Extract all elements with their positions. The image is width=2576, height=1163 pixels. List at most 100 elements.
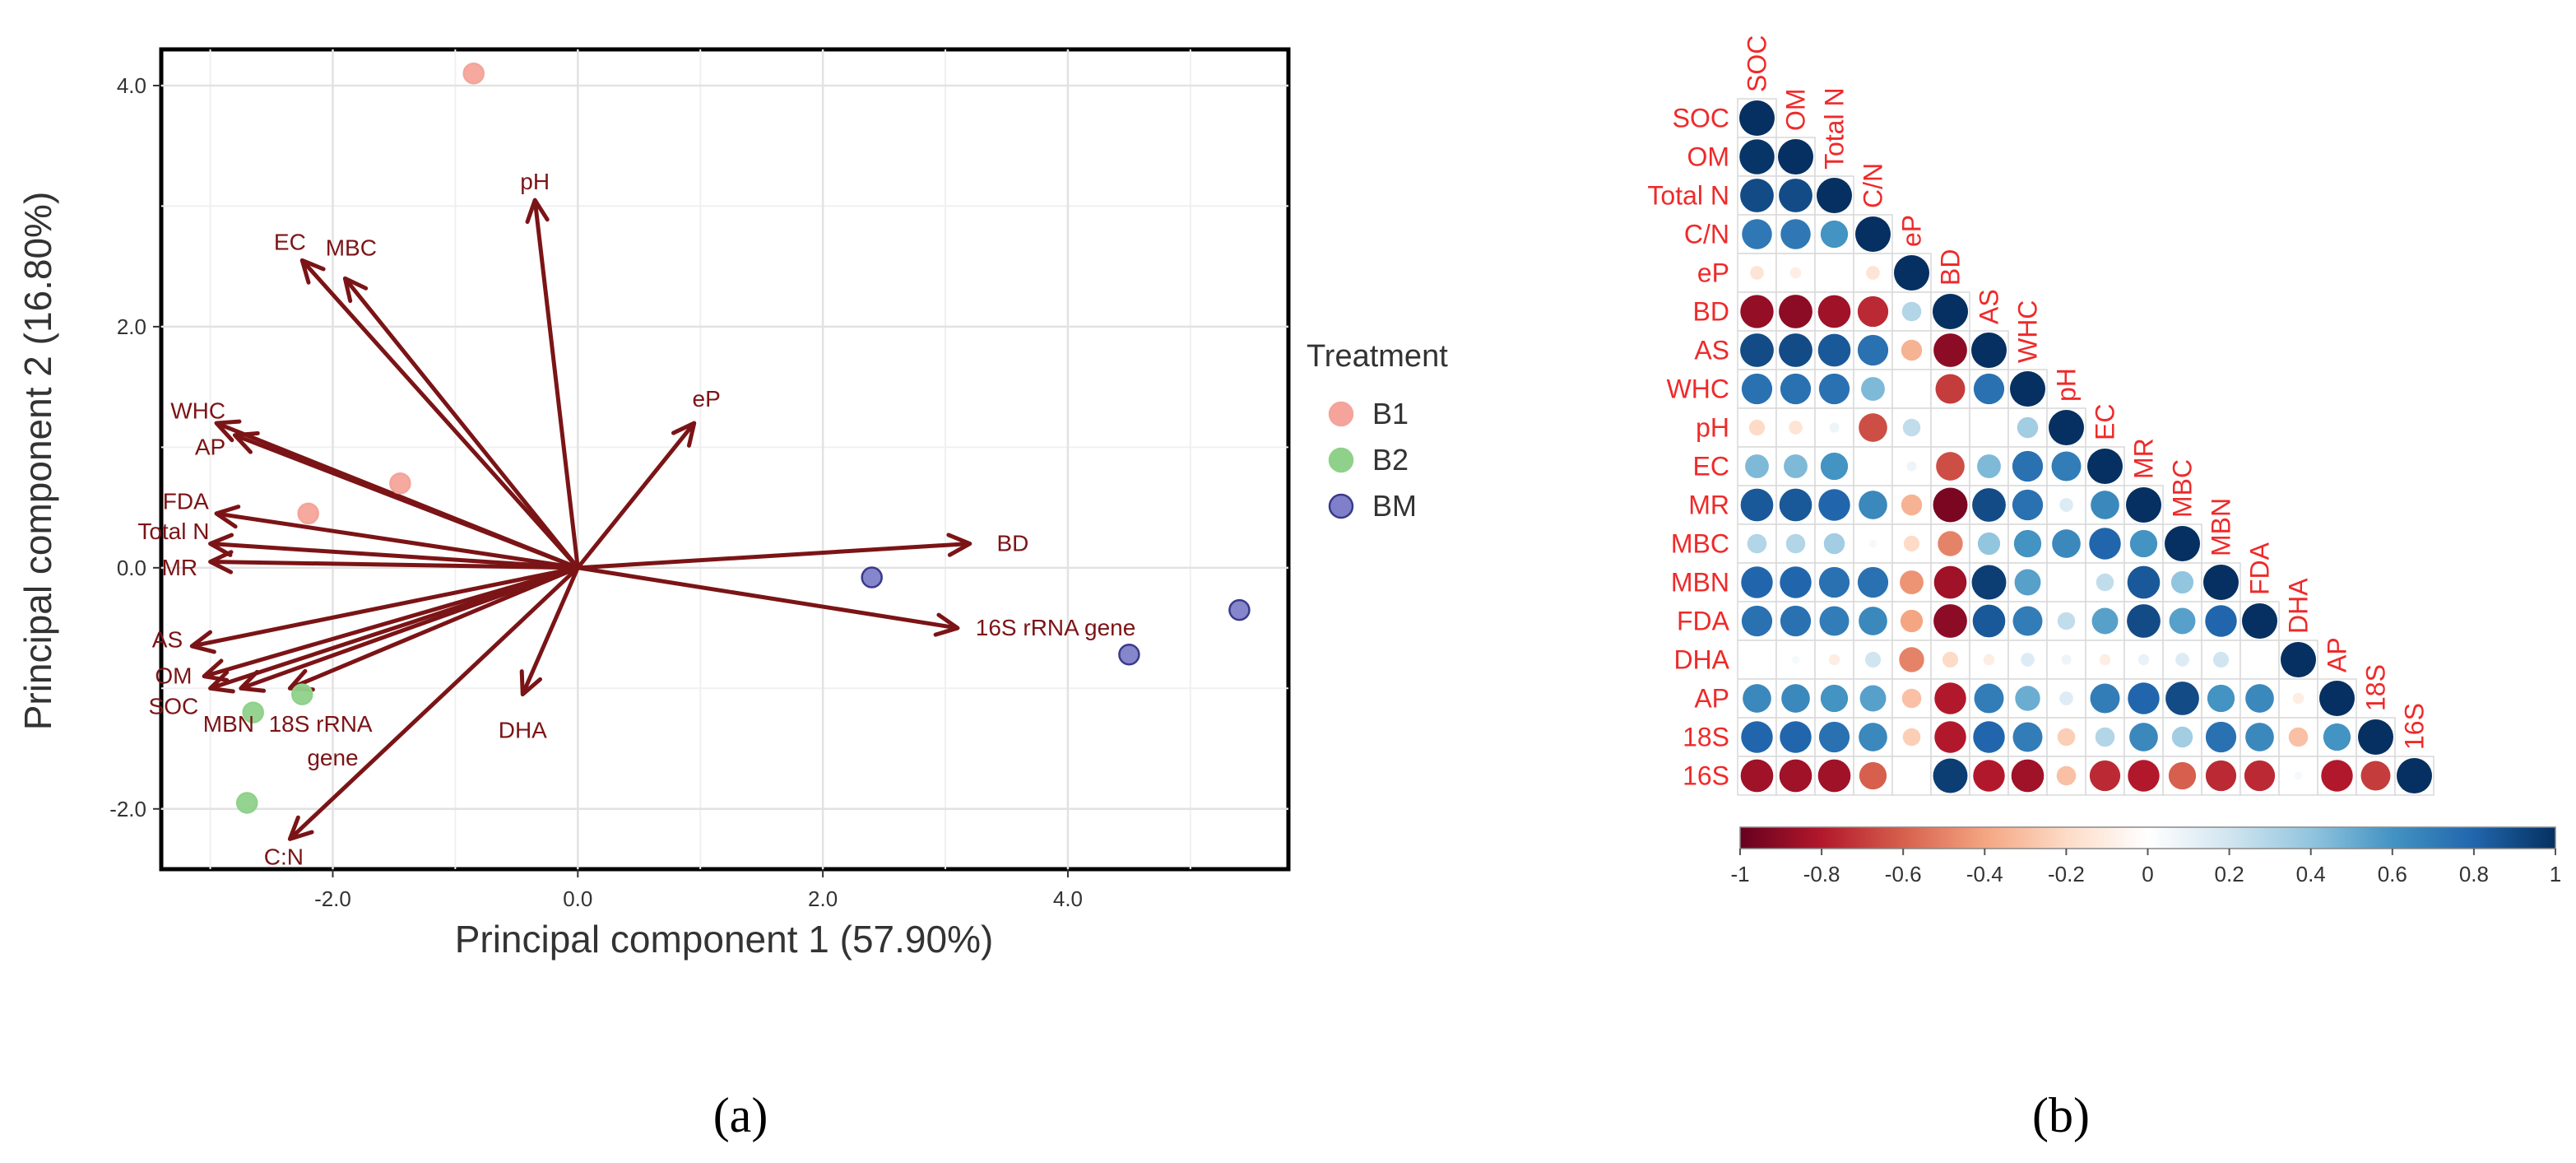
arrow-head: [933, 612, 960, 637]
arrow-head: [214, 419, 242, 443]
cell-circle: [2292, 692, 2304, 705]
corr-cell-16s-mbn: [2201, 756, 2241, 796]
corr-cell-mbn-soc: [1737, 562, 1777, 602]
arrow-head: [239, 669, 267, 693]
corr-cell-16s-ep: [1891, 756, 1932, 796]
corr-cell-mr-ec: [2085, 485, 2125, 525]
corr-cell-mbn-mbn: [2201, 562, 2241, 602]
cell-circle: [2165, 526, 2200, 561]
cell-circle: [1817, 333, 1851, 367]
corr-cell-ec-ep: [1891, 446, 1932, 486]
loading-label: MBN: [203, 711, 254, 737]
corr-cell-mbn-ec: [2085, 562, 2125, 602]
loading-label: 18S rRNA: [269, 711, 373, 737]
corr-cell-mbc-om: [1775, 523, 1816, 564]
corr-cell-bd-c-n: [1853, 291, 1893, 332]
cell-circle: [1781, 684, 1810, 713]
legend-label-bm: BM: [1372, 489, 1417, 523]
corr-cell-fda-whc: [2007, 601, 2048, 641]
sample-point-b1: [389, 472, 411, 495]
corr-cell-mbn-as: [1969, 562, 2009, 602]
cell-circle: [2057, 728, 2076, 747]
loading-arrow-ep: [576, 421, 697, 570]
cell-circle: [2014, 569, 2041, 596]
pca-sample-points: [235, 63, 1251, 814]
corr-cell-18s-om: [1775, 717, 1816, 757]
row-label-mr: MR: [1688, 491, 1729, 520]
corr-cell-dha-fda: [2239, 640, 2280, 680]
cell-circle: [1933, 758, 1968, 793]
loading-label: DHA: [499, 718, 547, 743]
cell-circle: [1778, 139, 1813, 174]
row-label-18s: 18S: [1683, 723, 1729, 752]
loading-arrow-as: [189, 565, 578, 654]
corr-cell-18s-mbn: [2201, 717, 2241, 757]
cell-circle: [2129, 529, 2158, 558]
arrow-head: [189, 630, 216, 654]
corr-cell-18s-ap: [2317, 717, 2357, 757]
arrow-head: [299, 258, 326, 285]
cell-circle: [2128, 682, 2160, 714]
corr-cell-mr-ph: [2046, 485, 2086, 525]
loading-arrow-ec: [299, 258, 580, 570]
corr-cell-fda-mr: [2123, 601, 2164, 641]
corr-cell-18s-bd: [1930, 717, 1970, 757]
col-label-18s: 18S: [2361, 664, 2391, 711]
row-label-whc: WHC: [1667, 374, 1729, 404]
corr-cell-fda-ec: [2085, 601, 2125, 641]
cell-circle: [1933, 294, 1968, 329]
corr-cell-whc-as: [1969, 369, 2009, 409]
cell-circle: [1780, 219, 1811, 249]
cell-circle: [1750, 266, 1764, 280]
loading-arrow-bd: [578, 533, 972, 570]
corr-cell-dha-dha: [2278, 640, 2318, 680]
cell-circle: [1818, 721, 1850, 753]
cell-circle: [2049, 410, 2084, 445]
corr-cell-16s-om: [1775, 756, 1816, 796]
row-label-ap: AP: [1694, 684, 1729, 714]
arrow-head: [671, 421, 697, 448]
row-label-as: AS: [1694, 336, 1729, 365]
cell-circle: [1829, 422, 1840, 433]
arrow-shaft: [577, 565, 958, 630]
corr-cell-total-n-soc: [1737, 175, 1777, 216]
corr-cell-ep-c-n: [1853, 253, 1893, 293]
cell-circle: [1745, 454, 1769, 478]
corr-cell-ap-soc: [1737, 678, 1777, 719]
corr-cell-ec-bd: [1930, 446, 1970, 486]
cell-circle: [2358, 719, 2393, 755]
cell-circle: [1823, 533, 1845, 555]
corr-cell-bd-bd: [1930, 291, 1970, 332]
panel-b-label: (b): [2032, 1088, 2090, 1142]
x-tick-label: -2.0: [314, 886, 351, 911]
corr-cell-mbc-c-n: [1853, 523, 1893, 564]
corr-cell-bd-total-n: [1814, 291, 1854, 332]
cell-circle: [2245, 684, 2274, 713]
corr-cell-fda-mbc: [2162, 601, 2202, 641]
cell-circle: [1859, 491, 1887, 519]
corr-cell-ap-ap: [2317, 678, 2357, 719]
colorbar-tick-label: -0.4: [1966, 862, 2003, 886]
loading-label: Total N: [137, 519, 209, 544]
cell-circle: [1779, 759, 1812, 793]
row-label-fda: FDA: [1677, 607, 1730, 636]
cell-circle: [2012, 606, 2043, 636]
correlation-row-labels: SOC OM Total N C/N eP BD AS WHC pH EC MR MBC MBN FDA D…: [1647, 104, 1729, 791]
cell-circle: [2059, 691, 2073, 705]
corr-cell-dha-mbn: [2201, 640, 2241, 680]
row-label-bd: BD: [1693, 297, 1729, 327]
cell-circle: [2360, 761, 2391, 791]
cell-circle: [2087, 449, 2123, 484]
colorbar-tick-label: -0.2: [2048, 862, 2085, 886]
pca-y-axis-label: Principal component 2 (16.80%): [16, 192, 59, 731]
corr-cell-dha-c-n: [1853, 640, 1893, 680]
corr-cell-16s-soc: [1737, 756, 1777, 796]
cell-circle: [1817, 178, 1852, 213]
arrow-head: [519, 669, 543, 697]
corr-cell-ap-mbc: [2162, 678, 2202, 719]
cell-circle: [1741, 373, 1773, 405]
cell-box: [2046, 562, 2086, 602]
corr-cell-mbc-bd: [1930, 523, 1970, 564]
cell-circle: [1972, 604, 2006, 638]
